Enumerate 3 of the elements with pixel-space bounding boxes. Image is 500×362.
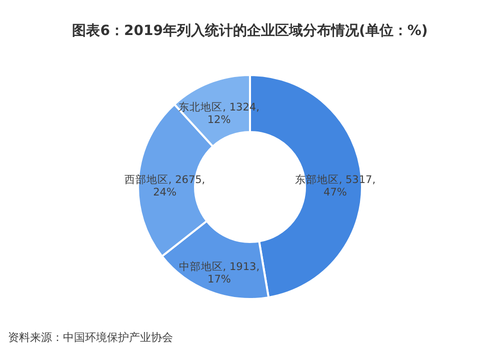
slice-label: 中部地区, 1913, 17% [178, 260, 260, 286]
chart-title: 图表6：2019年列入统计的企业区域分布情况(单位：%) [72, 22, 428, 39]
text: 资料来源：中国环境保护产业协会 [8, 330, 173, 345]
